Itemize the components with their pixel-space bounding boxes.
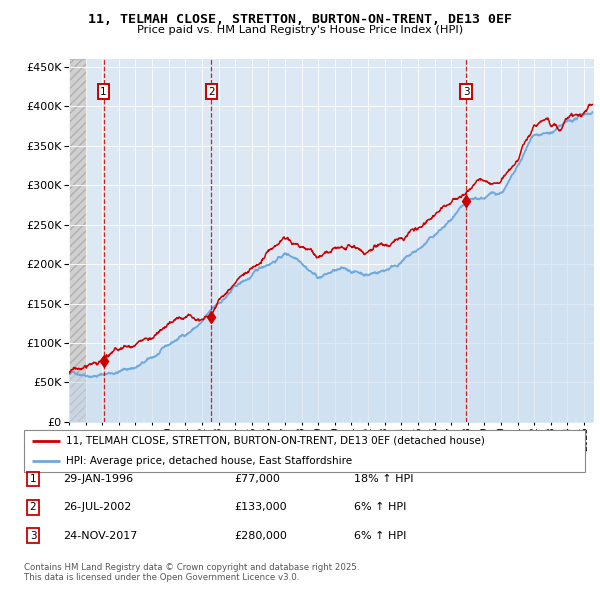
Text: 2: 2 (208, 87, 215, 97)
Text: 3: 3 (29, 531, 37, 540)
Text: 18% ↑ HPI: 18% ↑ HPI (354, 474, 413, 484)
Text: 24-NOV-2017: 24-NOV-2017 (63, 531, 137, 540)
Text: HPI: Average price, detached house, East Staffordshire: HPI: Average price, detached house, East… (66, 455, 352, 466)
Text: 11, TELMAH CLOSE, STRETTON, BURTON-ON-TRENT, DE13 0EF: 11, TELMAH CLOSE, STRETTON, BURTON-ON-TR… (88, 13, 512, 26)
Text: 26-JUL-2002: 26-JUL-2002 (63, 503, 131, 512)
Text: 6% ↑ HPI: 6% ↑ HPI (354, 503, 406, 512)
Text: 29-JAN-1996: 29-JAN-1996 (63, 474, 133, 484)
Text: £77,000: £77,000 (234, 474, 280, 484)
FancyBboxPatch shape (24, 430, 585, 472)
Text: 2: 2 (29, 503, 37, 512)
Text: 1: 1 (29, 474, 37, 484)
Text: £133,000: £133,000 (234, 503, 287, 512)
Text: 11, TELMAH CLOSE, STRETTON, BURTON-ON-TRENT, DE13 0EF (detached house): 11, TELMAH CLOSE, STRETTON, BURTON-ON-TR… (66, 436, 485, 446)
Text: £280,000: £280,000 (234, 531, 287, 540)
Text: 3: 3 (463, 87, 469, 97)
Text: 1: 1 (100, 87, 107, 97)
Text: Contains HM Land Registry data © Crown copyright and database right 2025.
This d: Contains HM Land Registry data © Crown c… (24, 563, 359, 582)
Text: 6% ↑ HPI: 6% ↑ HPI (354, 531, 406, 540)
Text: Price paid vs. HM Land Registry's House Price Index (HPI): Price paid vs. HM Land Registry's House … (137, 25, 463, 35)
Bar (69, 59, 86, 422)
